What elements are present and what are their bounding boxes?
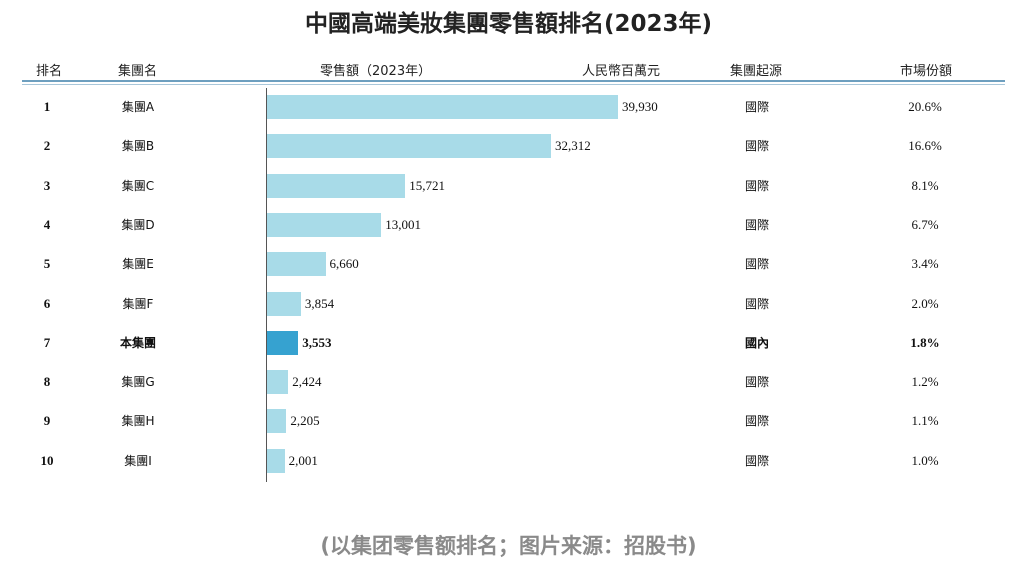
bar (267, 409, 287, 434)
bar (267, 212, 382, 237)
group-name: 集團E (122, 257, 154, 272)
header-share: 市場份額 (900, 64, 953, 79)
group-name: 集團B (121, 139, 155, 154)
header-value: 零售額（2023年） (320, 64, 432, 79)
group-name: 集團H (121, 414, 155, 429)
bar (267, 95, 618, 119)
data-label: 32,312 (555, 138, 591, 154)
share-label: 1.2% (911, 374, 939, 390)
group-name: 集團G (121, 375, 155, 390)
origin-label: 國際 (744, 217, 769, 232)
bar (267, 370, 289, 395)
bar (267, 252, 326, 277)
bar (267, 291, 301, 316)
group-name: 集團D (121, 217, 155, 232)
rank-label: 7 (43, 334, 51, 350)
rank-label: 3 (43, 177, 51, 193)
header-rank: 排名 (36, 64, 63, 79)
share-label: 1.8% (910, 334, 940, 350)
bar (267, 448, 285, 473)
share-label: 8.1% (911, 177, 939, 193)
group-name: 本集團 (119, 335, 156, 350)
data-label: 15,721 (409, 177, 445, 193)
data-label: 13,001 (385, 216, 422, 232)
data-label: 6,660 (329, 256, 359, 272)
footnote: (以集团零售额排名；图片来源：招股书) (320, 534, 697, 558)
rank-label: 2 (43, 138, 51, 154)
share-label: 1.0% (911, 452, 939, 468)
data-label: 2,205 (290, 413, 320, 429)
rank-label: 1 (43, 99, 51, 114)
origin-label: 國內 (744, 335, 769, 350)
origin-label: 國際 (744, 139, 769, 154)
share-label: 2.0% (911, 295, 939, 311)
bar (267, 330, 299, 355)
group-name: 集團I (124, 453, 152, 468)
data-label: 3,854 (304, 295, 335, 311)
data-label: 3,553 (302, 334, 332, 350)
chart-title: 中國高端美妝集團零售額排名(2023年) (304, 11, 713, 37)
data-label: 2,001 (288, 452, 318, 468)
header-rule (22, 80, 1005, 82)
bar (267, 173, 406, 198)
rank-label: 4 (43, 216, 51, 232)
share-label: 1.1% (911, 413, 939, 429)
origin-label: 國際 (744, 178, 769, 193)
rank-label: 10 (40, 452, 54, 468)
header-origin: 集團起源 (730, 64, 783, 79)
origin-label: 國際 (744, 296, 769, 311)
origin-label: 國際 (744, 100, 769, 114)
origin-label: 國際 (744, 375, 769, 390)
bar-axis (266, 88, 267, 482)
header-name: 集團名 (118, 64, 158, 79)
share-label: 20.6% (908, 99, 942, 114)
origin-label: 國際 (744, 414, 769, 429)
origin-label: 國際 (744, 453, 769, 468)
share-label: 16.6% (908, 138, 942, 154)
header-rule-thin (22, 84, 1005, 85)
header-unit: 人民幣百萬元 (582, 64, 661, 79)
rank-label: 9 (43, 413, 51, 429)
group-name: 集團C (121, 178, 155, 193)
share-label: 3.4% (911, 256, 939, 272)
bar (267, 134, 552, 159)
rank-label: 8 (43, 374, 51, 390)
share-label: 6.7% (911, 216, 939, 232)
origin-label: 國際 (744, 257, 769, 272)
data-label: 2,424 (292, 374, 322, 390)
rank-label: 5 (43, 256, 51, 272)
rank-label: 6 (43, 295, 51, 311)
group-name: 集團F (122, 296, 154, 311)
data-label: 39,930 (622, 99, 658, 114)
group-name: 集團A (121, 100, 155, 114)
